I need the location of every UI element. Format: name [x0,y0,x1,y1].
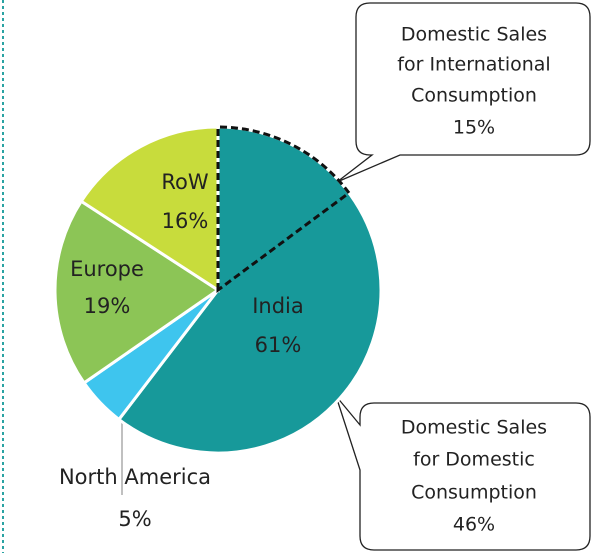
slice-label: Europe [70,257,144,281]
slice-value: 61% [255,333,302,357]
callout-text: Consumption [411,482,537,504]
slice-value: 16% [162,209,209,233]
callout-text: for Domestic [413,449,535,471]
callout-value: 46% [453,514,495,536]
callout-text: Consumption [411,85,537,107]
sub-slice [216,125,352,293]
slice-label: RoW [161,170,208,194]
callout-text: for International [397,54,550,76]
slice-value: 5% [118,507,151,531]
callout-value: 15% [453,117,495,139]
callout-text: Domestic Sales [401,417,547,439]
callout-text: Domestic Sales [401,24,547,46]
callout-box [336,2,591,183]
pie-slice [116,125,383,455]
pie-slice [53,199,221,386]
callout-box [335,395,591,551]
slice-label: India [252,294,304,318]
slice-value: 19% [84,294,131,318]
slice-label: North America [59,465,211,489]
pie-slice [79,125,220,293]
